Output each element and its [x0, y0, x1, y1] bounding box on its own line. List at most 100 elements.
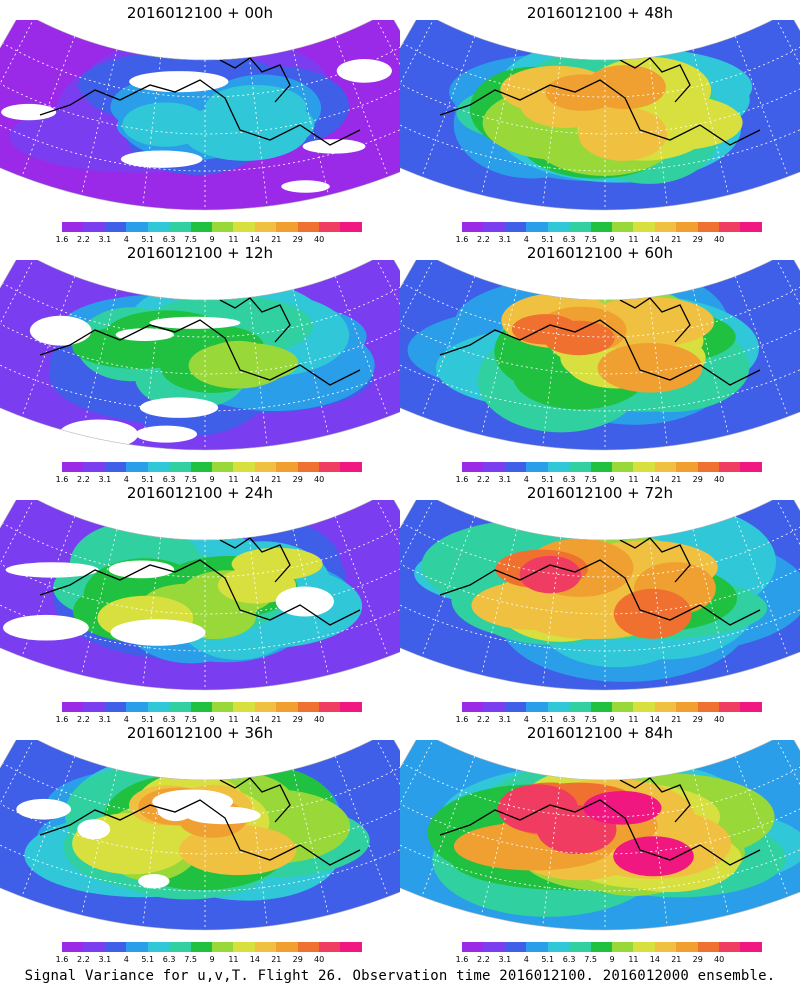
colorbar-swatch	[590, 222, 612, 232]
colorbar-tick-label: 6.3	[162, 475, 176, 484]
colorbar-tick-label: 11	[228, 715, 239, 724]
longitude-line	[692, 529, 729, 676]
colorbar-tick-label: 7.5	[184, 715, 197, 724]
no-data-region	[129, 71, 229, 93]
colorbar-swatch	[590, 462, 612, 472]
colorbar-swatch	[697, 702, 720, 712]
colorbar-swatch	[719, 702, 741, 712]
colorbar-swatch	[211, 702, 234, 712]
colorbar	[62, 462, 362, 474]
map-panel: 2016012100 + 36h 1.6 2.2 3.1 4 5.1 6.3 7.5 9 11 14…	[0, 720, 400, 964]
colorbar-tick-label: 29	[292, 235, 303, 244]
colorbar-tick-label: 1.6	[455, 235, 469, 244]
colorbar-tick-label: 6.3	[562, 475, 576, 484]
colorbar-swatch	[211, 462, 234, 472]
colorbar-tick-label: 40	[314, 235, 325, 244]
colorbar-swatch	[340, 222, 362, 232]
map-domain-outline	[0, 740, 400, 931]
colorbar-tick-label: 2.2	[477, 955, 490, 964]
colorbar-swatch	[504, 702, 527, 712]
colorbar-swatch	[740, 942, 762, 952]
no-data-region	[29, 315, 92, 346]
variance-contour	[231, 547, 323, 581]
map-domain-outline	[400, 740, 800, 931]
longitude-line	[648, 777, 668, 927]
colorbar-tick-label: 40	[314, 475, 325, 484]
colorbar-swatch	[276, 222, 298, 232]
colorbar-tick-label: 1.6	[55, 955, 69, 964]
colorbar-tick-label: 2.2	[477, 235, 490, 244]
colorbar-swatch	[569, 942, 591, 952]
colorbar-swatch	[83, 702, 105, 712]
variance-contour	[613, 836, 694, 877]
colorbar-tick-label: 3.1	[498, 955, 512, 964]
colorbar-tick-label: 9	[209, 475, 215, 484]
panel-title: 2016012100 + 48h	[526, 4, 674, 22]
colorbar-tick-label: 9	[609, 475, 615, 484]
no-data-region	[3, 614, 89, 641]
colorbar-swatch	[697, 222, 720, 232]
colorbar-swatch	[62, 702, 84, 712]
longitude-line	[248, 57, 268, 207]
colorbar-tick-label: 14	[649, 955, 660, 964]
map-panel: 2016012100 + 72h 1.6 2.2 3.1 4 5.1 6.3 7.5 9 11 14…	[400, 480, 800, 724]
colorbar-labels: 1.6 2.2 3.1 4 5.1 6.3 7.5 9 11 14 21 29 40	[456, 715, 762, 725]
colorbar-tick-label: 40	[714, 955, 725, 964]
map-panel: 2016012100 + 00h 1.6 2.2 3.1 4 5.1 6.3 7.5 9 11 14…	[0, 0, 400, 244]
colorbar-swatch	[740, 702, 762, 712]
colorbar-swatch	[190, 942, 212, 952]
colorbar-tick-label: 9	[609, 235, 615, 244]
colorbar-tick-label: 5.1	[541, 475, 555, 484]
colorbar-tick-label: 5.1	[141, 955, 155, 964]
longitude-line	[81, 769, 118, 916]
longitude-line	[481, 769, 518, 916]
colorbar-swatch	[297, 702, 320, 712]
colorbar-tick-label: 14	[249, 235, 260, 244]
colorbar-swatch	[319, 462, 341, 472]
colorbar-tick-label: 21	[271, 715, 282, 724]
colorbar-swatch	[611, 942, 634, 952]
longitude-line	[542, 57, 562, 207]
colorbar-tick-label: 29	[692, 955, 703, 964]
longitude-line	[81, 529, 118, 676]
colorbar-swatch	[340, 942, 362, 952]
colorbar-tick-label: 21	[671, 475, 682, 484]
coastline	[219, 57, 291, 103]
variance-map	[400, 20, 800, 211]
colorbar-tick-label: 9	[209, 955, 215, 964]
colorbar-swatch	[611, 702, 634, 712]
colorbar-tick-label: 14	[249, 715, 260, 724]
coastline	[219, 297, 291, 343]
no-data-region	[58, 419, 139, 450]
longitude-line	[142, 777, 162, 927]
colorbar-swatch	[611, 462, 634, 472]
longitude-line	[21, 36, 76, 177]
colorbar-swatch	[126, 462, 148, 472]
coastline	[39, 799, 361, 866]
colorbar-tick-label: 9	[609, 715, 615, 724]
no-data-region	[157, 798, 194, 822]
colorbar-tick-label: 1.6	[55, 235, 69, 244]
colorbar-swatch	[462, 942, 484, 952]
colorbar-tick-label: 1.6	[55, 715, 69, 724]
colorbar-tick-label: 4	[123, 955, 129, 964]
colorbar-swatch	[233, 702, 255, 712]
colorbar-swatch	[233, 942, 255, 952]
colorbar-tick-label: 3.1	[98, 475, 112, 484]
colorbar-tick-label: 3.1	[498, 715, 512, 724]
colorbar-swatch	[611, 222, 634, 232]
longitude-line	[81, 49, 118, 196]
colorbar-tick-label: 7.5	[184, 475, 197, 484]
colorbar-swatch	[104, 942, 127, 952]
colorbar-tick-label: 40	[714, 235, 725, 244]
colorbar-swatch	[740, 222, 762, 232]
colorbar-swatch	[504, 222, 527, 232]
variance-map	[0, 260, 400, 451]
colorbar-tick-label: 9	[609, 955, 615, 964]
colorbar-swatch	[676, 222, 698, 232]
colorbar-tick-label: 2.2	[77, 715, 90, 724]
longitude-line	[375, 740, 400, 872]
longitude-line	[292, 769, 329, 916]
no-data-region	[77, 819, 111, 840]
colorbar-swatch	[740, 462, 762, 472]
